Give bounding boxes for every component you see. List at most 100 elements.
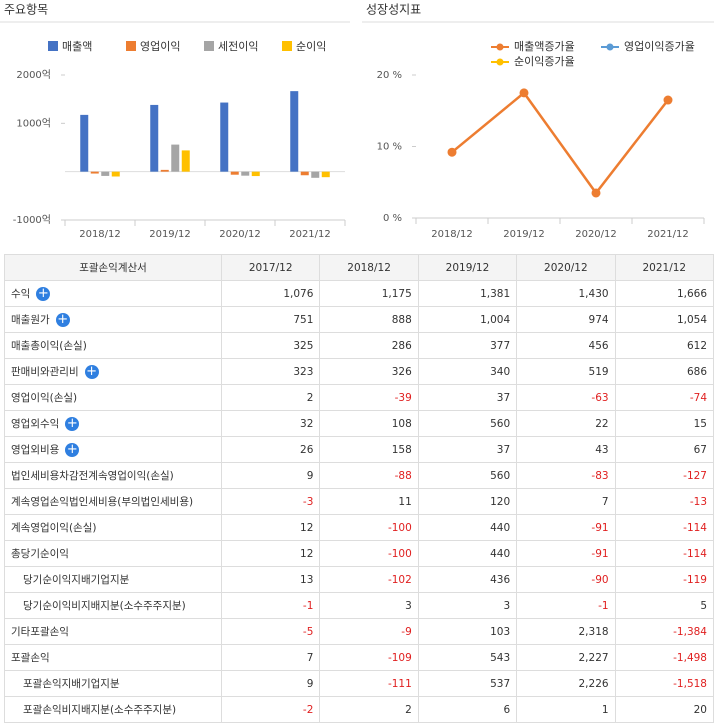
legend-label: 영업이익 <box>140 40 180 53</box>
bar <box>171 144 180 172</box>
value-cell: 1,076 <box>220 280 321 307</box>
row-label: 영업외수익 + <box>4 410 222 437</box>
value-cell: -3 <box>220 488 321 515</box>
value-cell: -114 <box>614 514 714 541</box>
row: 계속영업이익(손실) 12 -100 440 -91 -114 <box>4 514 714 541</box>
value-cell: 323 <box>220 358 321 385</box>
value-cell: -2 <box>220 696 321 723</box>
expand-button[interactable]: + <box>55 312 70 327</box>
value-cell: -1 <box>220 592 321 619</box>
bar <box>181 150 190 172</box>
value-cell: 1,004 <box>417 306 518 333</box>
expand-button[interactable]: + <box>84 364 99 379</box>
label-text: 영업이익(손실) <box>11 392 78 404</box>
value-cell: 560 <box>417 410 518 437</box>
value-cell: 32 <box>220 410 321 437</box>
value-cell: 22 <box>516 410 616 437</box>
y-tick-label: 1000억 <box>16 117 51 129</box>
value-cell: 6 <box>417 696 518 723</box>
bar <box>251 171 260 177</box>
value-cell: -102 <box>319 566 419 593</box>
expand-button[interactable]: + <box>65 442 80 457</box>
value-cell: 67 <box>614 436 714 463</box>
value-cell: 7 <box>516 488 616 515</box>
point <box>663 95 673 105</box>
value-cell: 7 <box>220 644 321 671</box>
label-text: 수익 <box>11 288 31 300</box>
value-cell: -100 <box>319 540 419 567</box>
row: 매출원가 +751 888 1,004 974 1,054 <box>4 306 714 333</box>
value-cell: 1,430 <box>516 280 616 307</box>
legend-label: 매출액증가율 <box>514 40 575 53</box>
legend-dot <box>496 43 504 51</box>
value-cell: 2,318 <box>516 618 616 645</box>
row-label: 매출총이익(손실) <box>4 332 222 359</box>
value-cell: -5 <box>220 618 321 645</box>
value-cell: 3 <box>319 592 419 619</box>
value-cell: 158 <box>319 436 419 463</box>
value-cell: 377 <box>417 332 518 359</box>
x-tick-label: 2019/12 <box>503 229 545 240</box>
row-label: 매출원가 + <box>4 306 222 333</box>
expand-button[interactable]: + <box>65 416 80 431</box>
value-cell: 9 <box>220 462 321 489</box>
bar <box>241 171 250 176</box>
value-cell: 326 <box>319 358 419 385</box>
row: 영업외수익 +32 108 560 22 15 <box>4 410 714 437</box>
value-cell: -127 <box>614 462 714 489</box>
row: 판매비와관리비 +323 326 340 519 686 <box>4 358 714 385</box>
label-text: 포괄손익비지배지분(소수주주지분) <box>23 704 177 716</box>
value-cell: 537 <box>417 670 518 697</box>
header-cell: 2020/12 <box>516 254 616 281</box>
row: 영업외비용 +26 158 37 43 67 <box>4 436 714 463</box>
x-tick-label: 2020/12 <box>219 229 261 240</box>
value-cell: 519 <box>516 358 616 385</box>
value-cell: 325 <box>220 332 321 359</box>
row: 기타포괄손익 -5 -9 103 2,318 -1,384 <box>4 618 714 645</box>
value-cell: 751 <box>220 306 321 333</box>
value-cell: 37 <box>417 384 518 411</box>
value-cell: 103 <box>417 618 518 645</box>
value-cell: -100 <box>319 514 419 541</box>
header-cell: 2021/12 <box>614 254 714 281</box>
value-cell: -9 <box>319 618 419 645</box>
row: 포괄손익지배기업지분 9 -111 537 2,226 -1,518 <box>4 670 714 697</box>
legend-label: 영업이익증가율 <box>624 40 695 53</box>
row: 수익 +1,076 1,175 1,381 1,430 1,666 <box>4 280 714 307</box>
row: 법인세비용차감전계속영업이익(손실) 9 -88 560 -83 -127 <box>4 462 714 489</box>
y-tick-label: -1000억 <box>13 214 51 226</box>
row-label: 포괄손익비지배지분(소수주주지분) <box>4 696 222 723</box>
value-cell: 9 <box>220 670 321 697</box>
value-cell: 440 <box>417 540 518 567</box>
value-cell: 888 <box>319 306 419 333</box>
y-tick-label: 0 % <box>383 213 402 224</box>
value-cell: -90 <box>516 566 616 593</box>
legend-label: 세전이익 <box>218 40 258 53</box>
legend-swatch <box>48 41 58 51</box>
label-text: 기타포괄손익 <box>11 626 69 638</box>
value-cell: 1,054 <box>614 306 714 333</box>
label-text: 영업외수익 <box>11 418 60 430</box>
bar <box>101 171 110 176</box>
value-cell: 436 <box>417 566 518 593</box>
income-table: 포괄손익계산서 2017/12 2018/12 2019/12 2020/12 2021/… <box>4 254 714 723</box>
value-cell: 11 <box>319 488 419 515</box>
label-text: 당기순이익지배기업지분 <box>23 574 130 586</box>
value-cell: -1,384 <box>614 618 714 645</box>
label-text: 매출총이익(손실) <box>11 340 87 352</box>
expand-button[interactable]: + <box>36 286 51 301</box>
label-text: 포괄손익 <box>11 652 50 664</box>
value-cell: 1 <box>516 696 616 723</box>
value-cell: 1,381 <box>417 280 518 307</box>
value-cell: 120 <box>417 488 518 515</box>
row-label: 총당기순이익 <box>4 540 222 567</box>
y-tick-label: 20 % <box>377 70 402 81</box>
value-cell: 543 <box>417 644 518 671</box>
row-label: 계속영업이익(손실) <box>4 514 222 541</box>
bar <box>90 171 99 174</box>
value-cell: 13 <box>220 566 321 593</box>
value-cell: -88 <box>319 462 419 489</box>
legend-swatch <box>282 41 292 51</box>
legend-swatch <box>204 41 214 51</box>
